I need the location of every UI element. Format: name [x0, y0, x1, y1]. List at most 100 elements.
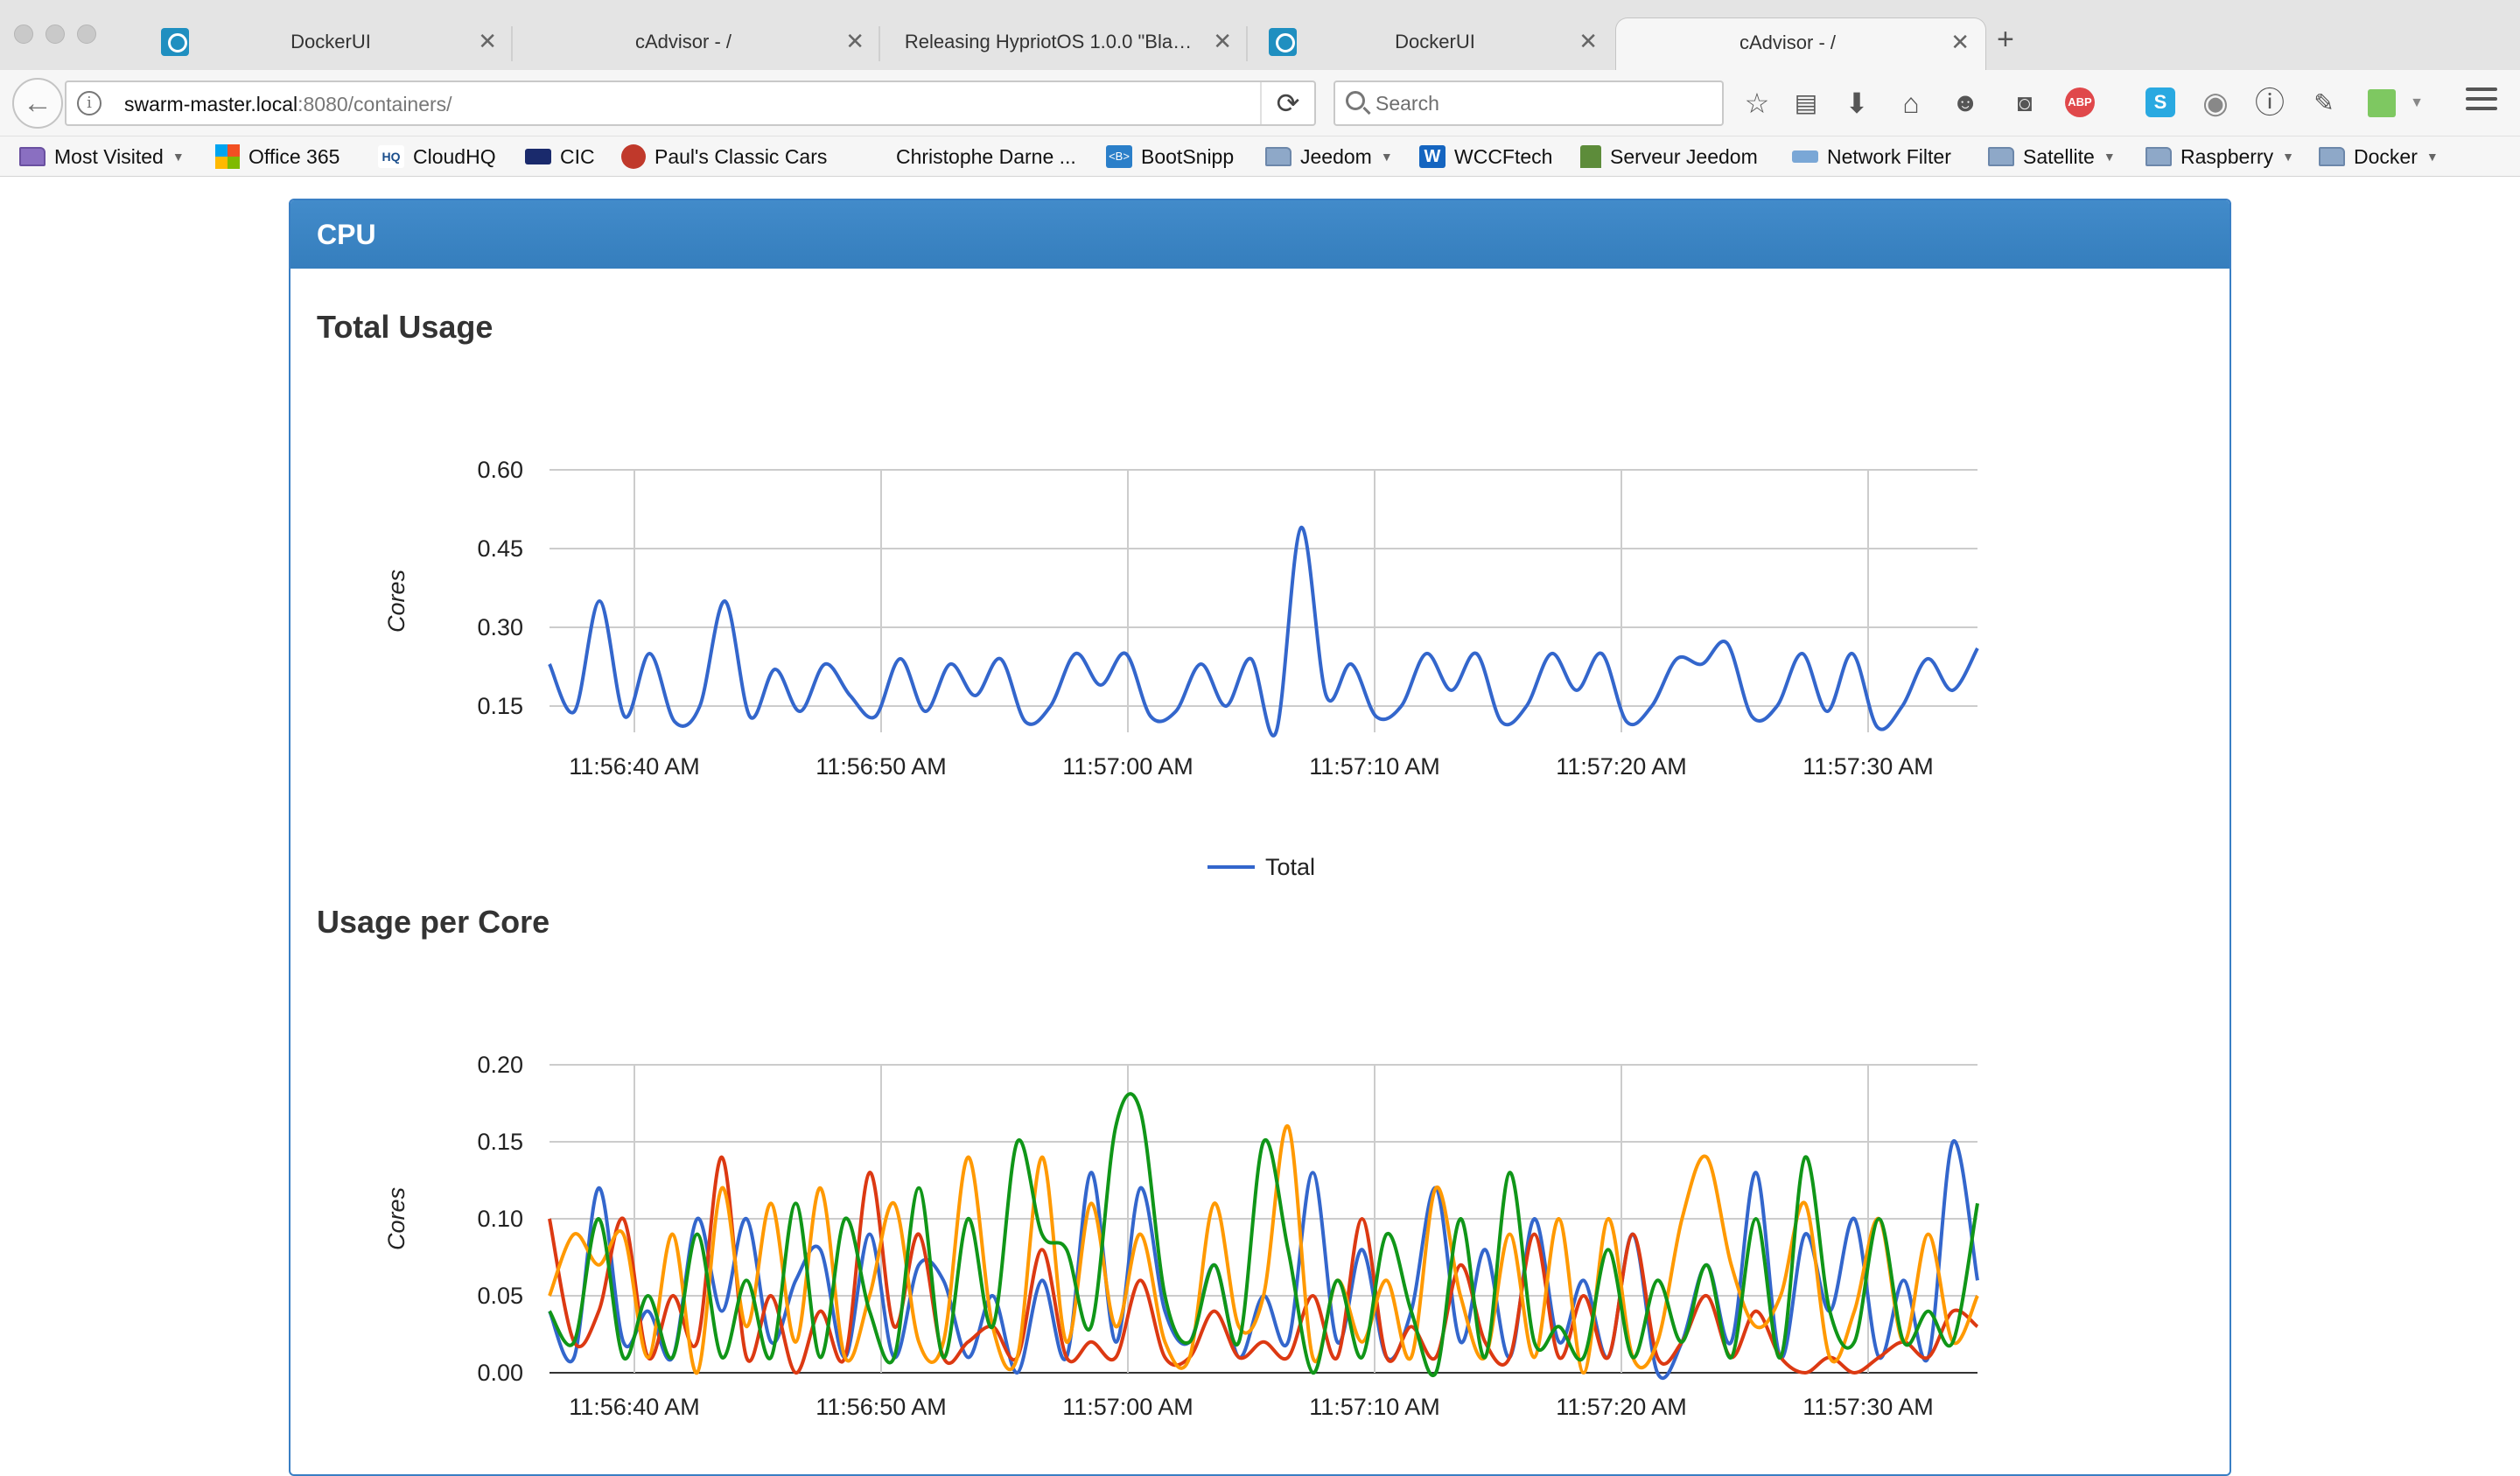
series-line-3 [548, 1124, 1979, 1375]
legend-label: Total [1265, 854, 1315, 880]
bookmark-jeedom[interactable]: Jeedom ▼ [1265, 142, 1393, 171]
cpu-panel: CPU Total Usage 0.60 0.45 0.30 0.15 11:56:40… [289, 199, 2231, 1476]
bookmark-office-365[interactable]: Office 365 [215, 142, 340, 171]
bookmark-network-filter[interactable]: Network Filter [1792, 142, 1951, 171]
cic-icon [525, 149, 551, 164]
bootsnipp-icon: <B> [1106, 145, 1132, 168]
bookmark-label: CloudHQ [413, 144, 496, 168]
window-close-button[interactable] [14, 24, 33, 44]
tab-dockerui-2[interactable]: DockerUI ✕ [1248, 17, 1614, 70]
bookmark-christophe-darne[interactable]: Christophe Darne ... [896, 142, 1076, 171]
x-tick-label: 11:57:00 AM [1062, 1394, 1194, 1420]
info-circle-icon[interactable]: ⓘ [2255, 87, 2285, 120]
tab-title: cAdvisor - / [634, 31, 732, 52]
bookmark-cloudhq[interactable]: HQ CloudHQ [378, 142, 496, 171]
info-icon[interactable]: i [77, 91, 102, 115]
back-button[interactable]: ← [12, 78, 63, 129]
panel-heading: CPU [290, 200, 2230, 269]
bookmark-label: Satellite [2023, 144, 2095, 168]
bookmark-label: WCCFtech [1454, 144, 1553, 168]
x-tick-label: 11:57:00 AM [1062, 753, 1194, 780]
bookmark-label: Docker [2354, 144, 2418, 168]
reload-icon[interactable]: ⟳ [1260, 82, 1314, 124]
y-axis-label: Cores [383, 570, 410, 633]
office-icon [215, 144, 240, 169]
y-tick-label: 0.10 [477, 1206, 523, 1232]
bookmark-label: Jeedom [1300, 144, 1372, 168]
chat-icon[interactable]: ☻ [1951, 88, 1979, 117]
total-usage-chart: 0.60 0.45 0.30 0.15 11:56:40 AM 11:56:50 AM 11… [383, 457, 1979, 880]
star-icon[interactable]: ☆ [1744, 87, 1770, 119]
window-zoom-button[interactable] [77, 24, 96, 44]
chevron-down-icon[interactable]: ▼ [2410, 95, 2424, 110]
close-icon[interactable]: ✕ [1578, 28, 1598, 54]
bookmark-label: Network Filter [1827, 144, 1951, 168]
close-icon[interactable]: ✕ [845, 28, 864, 54]
evernote-icon[interactable]: ✎ [2314, 89, 2334, 116]
series-line-4 [548, 1092, 1979, 1377]
reading-list-icon[interactable]: ▤ [1794, 89, 1818, 116]
network-icon [1792, 150, 1818, 163]
bookmark-wccftech[interactable]: W WCCFtech [1419, 142, 1552, 171]
search-bar[interactable] [1334, 80, 1724, 126]
chevron-down-icon: ▼ [2282, 150, 2294, 164]
folder-icon [19, 147, 46, 166]
docker-icon [1269, 28, 1297, 56]
x-tick-label: 11:57:30 AM [1802, 753, 1934, 780]
y-tick-label: 0.45 [477, 535, 523, 562]
close-icon[interactable]: ✕ [1950, 29, 1970, 55]
tab-cadvisor-1[interactable]: cAdvisor - / ✕ [513, 17, 880, 70]
chart-title-usage-per-core: Usage per Core [317, 904, 550, 940]
x-tick-label: 11:57:20 AM [1556, 753, 1687, 780]
x-tick-label: 11:57:30 AM [1802, 1394, 1934, 1420]
adblock-icon[interactable]: ABP [2065, 87, 2095, 117]
download-icon[interactable]: ⬇ [1844, 87, 1869, 119]
profile-icon[interactable]: ◉ [2202, 87, 2229, 120]
wccftech-icon: W [1419, 145, 1446, 168]
close-icon[interactable]: ✕ [478, 28, 497, 54]
tab-title: DockerUI [290, 31, 371, 52]
bookmark-docker[interactable]: Docker ▼ [2319, 142, 2439, 171]
bookmark-label: Office 365 [248, 144, 340, 168]
bookmark-label: Most Visited [54, 144, 164, 168]
page-content: CPU Total Usage 0.60 0.45 0.30 0.15 11:56:40… [0, 178, 2520, 1476]
home-icon[interactable]: ⌂ [1902, 87, 1920, 119]
url-host: swarm-master.local [124, 93, 298, 115]
url-text[interactable]: swarm-master.local:8080/containers/ [124, 93, 452, 116]
new-tab-button[interactable]: + [1997, 23, 2014, 56]
bookmark-raspberry[interactable]: Raspberry ▼ [2146, 142, 2294, 171]
url-path: :8080/containers/ [298, 93, 452, 115]
tab-cadvisor-active[interactable]: cAdvisor - / ✕ [1615, 17, 1986, 70]
bookmark-label: BootSnipp [1141, 144, 1235, 168]
tab-strip: DockerUI ✕ cAdvisor - / ✕ Releasing Hypr… [0, 0, 2520, 70]
bookmark-bootsnipp[interactable]: <B> BootSnipp [1106, 142, 1234, 171]
chevron-down-icon: ▼ [2426, 150, 2439, 164]
search-input[interactable] [1376, 89, 1708, 117]
folder-icon [2146, 147, 2172, 166]
menu-icon[interactable] [2466, 87, 2497, 114]
y-axis-label: Cores [383, 1187, 410, 1250]
tab-hypriotos[interactable]: Releasing HypriotOS 1.0.0 "Bla… ✕ [880, 17, 1248, 70]
pocket-icon[interactable]: ◙ [2017, 89, 2033, 116]
bookmark-cic[interactable]: CIC [525, 142, 595, 171]
tab-separator [1246, 26, 1248, 61]
close-icon[interactable]: ✕ [1213, 28, 1232, 54]
bookmarks-bar: Most Visited ▼ Office 365 HQ CloudHQ CIC … [0, 136, 2520, 177]
house-icon [1580, 145, 1601, 168]
tab-dockerui-1[interactable]: DockerUI ✕ [140, 17, 513, 70]
bookmark-label: Paul's Classic Cars [654, 144, 828, 168]
skype-icon[interactable]: S [2146, 87, 2175, 117]
url-bar[interactable]: i swarm-master.local:8080/containers/ ⟳ [65, 80, 1316, 126]
bookmark-pauls-classic-cars[interactable]: Paul's Classic Cars [621, 142, 827, 171]
search-icon [1346, 91, 1365, 110]
x-tick-label: 11:56:50 AM [816, 1394, 947, 1420]
extension-icon[interactable] [2368, 89, 2396, 117]
y-tick-label: 0.60 [477, 457, 523, 483]
chevron-down-icon: ▼ [172, 150, 185, 164]
chevron-down-icon: ▼ [2103, 150, 2116, 164]
window-minimize-button[interactable] [46, 24, 65, 44]
bookmark-satellite[interactable]: Satellite ▼ [1988, 142, 2116, 171]
panel-title: CPU [317, 218, 376, 250]
bookmark-serveur-jeedom[interactable]: Serveur Jeedom [1580, 142, 1758, 171]
bookmark-most-visited[interactable]: Most Visited ▼ [19, 142, 185, 171]
